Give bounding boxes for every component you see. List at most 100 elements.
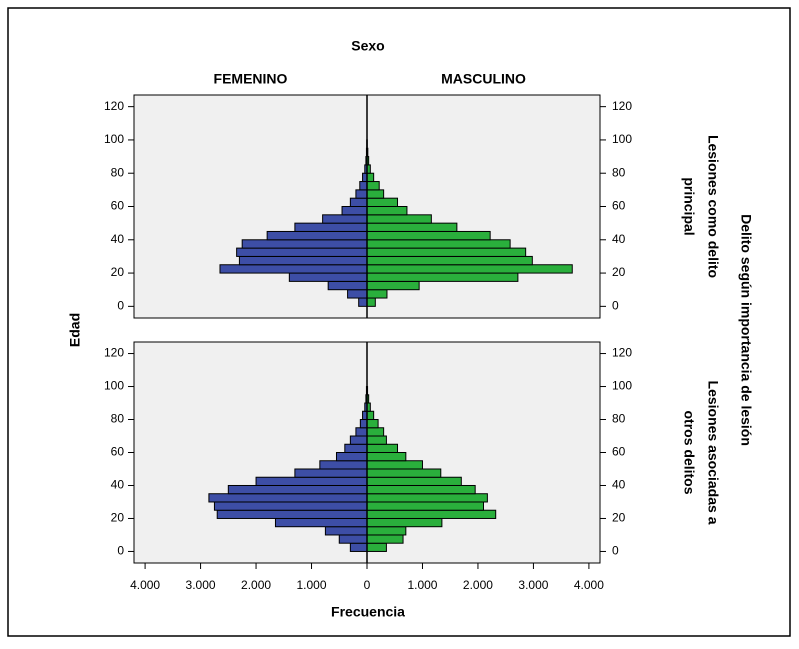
column-header: MASCULINO <box>441 71 526 87</box>
x-tick-label: 1.000 <box>297 578 327 592</box>
bar <box>242 240 367 248</box>
y-tick-label: 20 <box>612 265 626 279</box>
x-tick-label: 1.000 <box>407 578 437 592</box>
bar <box>359 298 367 306</box>
bar <box>367 256 532 264</box>
bar <box>228 485 367 493</box>
y-tick-label: 60 <box>111 445 125 459</box>
bar <box>350 198 367 206</box>
y-tick-label: 120 <box>104 99 124 113</box>
bar <box>367 215 431 223</box>
bar <box>220 265 367 273</box>
bar <box>367 182 379 190</box>
bar <box>367 190 384 198</box>
x-tick-label: 3.000 <box>518 578 548 592</box>
y-tick-label: 100 <box>612 379 632 393</box>
bar <box>367 198 398 206</box>
panel-label: principal <box>681 177 697 235</box>
y-tick-label: 20 <box>612 511 626 525</box>
y-tick-label: 40 <box>612 232 626 246</box>
bar <box>367 240 510 248</box>
x-tick-label: 2.000 <box>241 578 271 592</box>
bar <box>367 543 386 551</box>
bar <box>345 444 367 452</box>
y-tick-label: 120 <box>612 99 632 113</box>
bar <box>214 502 367 510</box>
panel-label: otros delitos <box>681 410 697 494</box>
bar <box>367 518 442 526</box>
bar <box>367 428 384 436</box>
y-tick-label: 40 <box>111 478 125 492</box>
bar <box>367 453 406 461</box>
bar <box>256 477 367 485</box>
bar <box>356 190 367 198</box>
x-tick-label: 2.000 <box>463 578 493 592</box>
bar <box>367 469 441 477</box>
panel-label: Lesiones como delito <box>705 135 721 278</box>
y-tick-label: 80 <box>612 412 626 426</box>
bar <box>367 411 374 419</box>
bar <box>295 223 367 231</box>
bar <box>367 281 419 289</box>
bar <box>367 444 398 452</box>
y-tick-label: 40 <box>111 232 125 246</box>
y-tick-label: 60 <box>612 445 626 459</box>
bar <box>367 173 374 181</box>
bar <box>328 281 367 289</box>
bar <box>367 265 572 273</box>
bar <box>367 248 526 256</box>
bar <box>217 510 367 518</box>
bar <box>325 527 367 535</box>
bar <box>336 453 367 461</box>
bar <box>348 290 367 298</box>
x-axis-label: Frecuencia <box>331 604 405 620</box>
bar <box>367 436 386 444</box>
y-axis-label: Edad <box>67 313 83 347</box>
bar <box>339 535 367 543</box>
y-tick-label: 60 <box>612 199 626 213</box>
bar <box>367 502 484 510</box>
bar <box>295 469 367 477</box>
x-tick-label: 4.000 <box>574 578 604 592</box>
bar <box>360 420 367 428</box>
y-tick-label: 100 <box>104 132 124 146</box>
y-tick-label: 100 <box>104 379 124 393</box>
y-tick-label: 0 <box>612 299 619 313</box>
bar <box>367 223 457 231</box>
x-tick-label: 0 <box>364 578 371 592</box>
bar <box>320 461 367 469</box>
panel-label: Lesiones asociadas a <box>705 381 721 525</box>
bar <box>267 231 367 239</box>
bar <box>367 420 378 428</box>
y-tick-label: 60 <box>111 199 125 213</box>
bar <box>367 461 422 469</box>
bar <box>367 298 375 306</box>
panel-group-label: Delito según importancia de lesión <box>738 214 754 446</box>
bar <box>342 207 367 215</box>
y-tick-label: 120 <box>612 346 632 360</box>
bar <box>367 231 490 239</box>
bar <box>350 436 367 444</box>
bar <box>289 273 367 281</box>
bar <box>360 182 367 190</box>
x-tick-label: 3.000 <box>186 578 216 592</box>
y-tick-label: 80 <box>612 165 626 179</box>
y-tick-label: 0 <box>117 299 124 313</box>
y-tick-label: 0 <box>117 544 124 558</box>
y-tick-label: 40 <box>612 478 626 492</box>
bar <box>367 510 496 518</box>
bar <box>323 215 367 223</box>
x-tick-label: 4.000 <box>130 578 160 592</box>
bar <box>367 290 387 298</box>
bar <box>367 273 518 281</box>
bar <box>239 256 367 264</box>
column-header: FEMENINO <box>214 71 288 87</box>
bar <box>350 543 367 551</box>
y-tick-label: 20 <box>111 511 125 525</box>
bar <box>367 207 407 215</box>
y-tick-label: 20 <box>111 265 125 279</box>
y-tick-label: 120 <box>104 346 124 360</box>
y-tick-label: 0 <box>612 544 619 558</box>
